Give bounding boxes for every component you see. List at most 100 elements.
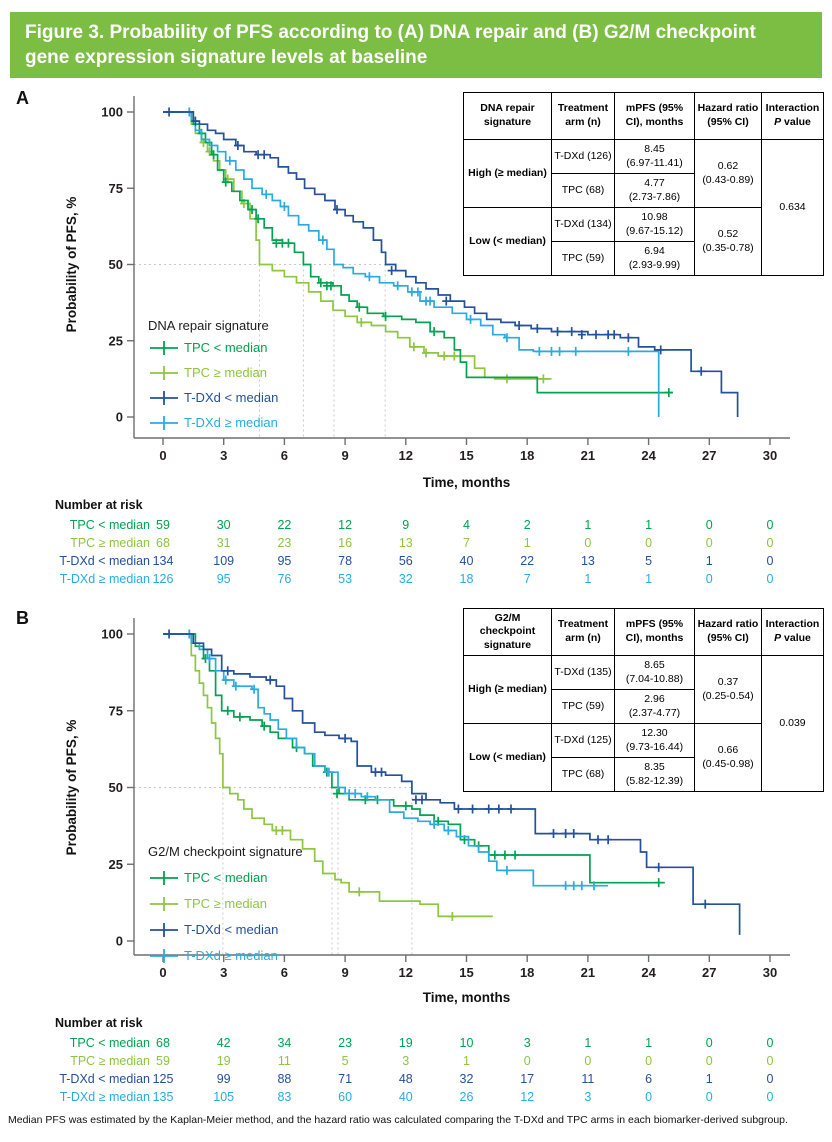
table-a-group-high: High (≥ median) — [463, 139, 552, 208]
figure-title-bar: Figure 3. Probability of PFS according t… — [10, 12, 822, 78]
legend-item-label: T-DXd ≥ median — [184, 948, 278, 963]
km-plot-a: 0 25 50 75 100 0 3 6 9 12 15 18 21 24 27 30 Time, months… — [64, 96, 790, 490]
risk-value: 1 — [645, 572, 653, 586]
risk-row-label: TPC < median — [69, 518, 150, 532]
x-tick-label: 27 — [702, 448, 716, 463]
risk-value: 109 — [213, 554, 235, 568]
km-curve-tpc_lt — [163, 111, 673, 394]
number-at-risk-b: Number at risk TPC < median 68 42 34 23 19 10 3 1… — [0, 1014, 832, 1106]
risk-value: 23 — [277, 536, 292, 550]
risk-value: 19 — [216, 1054, 231, 1068]
table-b-p-value: 0.039 — [761, 655, 824, 792]
risk-value: 0 — [766, 572, 774, 586]
x-tick-label: 6 — [281, 965, 288, 980]
risk-value: 1 — [584, 1036, 592, 1050]
risk-value: 13 — [580, 554, 595, 568]
risk-row-label: T-DXd < median — [59, 554, 150, 568]
table-b-signature-header: G2/M checkpoint signature — [463, 608, 552, 656]
x-tick-label: 30 — [763, 965, 777, 980]
risk-row-label: TPC ≥ median — [70, 536, 150, 550]
x-tick-label: 6 — [281, 448, 288, 463]
risk-value: 10 — [459, 1036, 474, 1050]
legend-item-label: TPC ≥ median — [184, 365, 267, 380]
risk-value: 0 — [705, 518, 713, 532]
risk-value: 60 — [338, 1090, 353, 1104]
legend-item-label: TPC ≥ median — [184, 896, 267, 911]
risk-row: T-DXd ≥ median 135 105 83 60 40 26 12 3 0 0 0 — [0, 1090, 832, 1106]
table-b-mpfs-header: mPFS (95% CI), months — [614, 608, 695, 656]
x-tick-label: 12 — [399, 965, 413, 980]
risk-value: 13 — [398, 536, 413, 550]
risk-value: 42 — [216, 1036, 231, 1050]
x-tick-label: 0 — [159, 965, 166, 980]
risk-value: 88 — [277, 1072, 292, 1086]
table-b-arm: T-DXd (135) — [551, 655, 615, 690]
table-a-group-low: Low (< median) — [463, 207, 552, 276]
km-curve-tpc_ge — [163, 633, 493, 918]
risk-value: 0 — [645, 536, 653, 550]
legend-item-label: T-DXd < median — [184, 922, 278, 937]
risk-value: 12 — [338, 518, 353, 532]
risk-value: 95 — [277, 554, 292, 568]
risk-value: 0 — [645, 1090, 653, 1104]
risk-value: 23 — [338, 1036, 353, 1050]
risk-value: 40 — [398, 1090, 413, 1104]
risk-row-label: T-DXd ≥ median — [59, 1090, 150, 1104]
y-tick-label: 50 — [109, 780, 123, 795]
risk-value: 1 — [705, 1072, 713, 1086]
x-tick-label: 30 — [763, 448, 777, 463]
risk-value: 0 — [766, 554, 774, 568]
table-a-p-value: 0.634 — [761, 139, 824, 276]
risk-value: 1 — [645, 518, 653, 532]
risk-row: T-DXd ≥ median 126 95 76 53 32 18 7 1 1 0 0 — [0, 572, 832, 588]
risk-value: 19 — [398, 1036, 413, 1050]
risk-value: 18 — [459, 572, 474, 586]
risk-value: 68 — [156, 1036, 170, 1050]
legend-item-label: TPC < median — [184, 870, 267, 885]
table-a-signature-header: DNA repair signature — [463, 92, 552, 140]
table-a-hr: 0.52 (0.35-0.78) — [694, 207, 762, 276]
x-tick-label: 9 — [341, 965, 348, 980]
number-at-risk-title: Number at risk — [55, 1016, 143, 1030]
risk-value: 5 — [645, 554, 653, 568]
risk-value: 32 — [459, 1072, 474, 1086]
risk-value: 16 — [338, 536, 353, 550]
risk-value: 6 — [645, 1072, 653, 1086]
x-tick-label: 15 — [459, 448, 473, 463]
risk-value: 126 — [152, 572, 174, 586]
legend-item-label: T-DXd ≥ median — [184, 415, 278, 430]
risk-value: 125 — [152, 1072, 174, 1086]
risk-row-label: TPC < median — [69, 1036, 150, 1050]
risk-value: 9 — [402, 518, 410, 532]
risk-value: 30 — [216, 518, 231, 532]
risk-value: 32 — [398, 572, 413, 586]
table-a-arm-header: Treatment arm (n) — [551, 92, 615, 140]
table-b-mpfs: 12.30 (9.73-16.44) — [614, 723, 695, 758]
x-tick-label: 3 — [220, 448, 227, 463]
figure-title-line1: Figure 3. Probability of PFS according t… — [25, 22, 756, 43]
legend-title: DNA repair signature — [148, 318, 269, 333]
risk-value: 76 — [277, 572, 292, 586]
risk-value: 1 — [523, 536, 531, 550]
km-plot-b: 0 25 50 75 100 0 3 6 9 12 15 18 21 24 27 30 Time, months… — [64, 618, 790, 1005]
table-b-mpfs: 8.35 (5.82-12.39) — [614, 757, 695, 792]
x-tick-label: 24 — [641, 965, 656, 980]
risk-value: 22 — [520, 554, 535, 568]
risk-value: 1 — [645, 1036, 653, 1050]
y-tick-label: 25 — [109, 857, 123, 872]
risk-value: 0 — [766, 518, 774, 532]
risk-value: 0 — [584, 1054, 592, 1068]
y-tick-label: 25 — [109, 333, 123, 348]
risk-value: 7 — [463, 536, 470, 550]
risk-value: 48 — [398, 1072, 413, 1086]
y-tick-label: 75 — [109, 703, 123, 718]
risk-value: 71 — [338, 1072, 353, 1086]
legend-item-label: T-DXd < median — [184, 390, 278, 405]
risk-value: 134 — [152, 554, 174, 568]
risk-value: 0 — [705, 1054, 713, 1068]
risk-row-label: T-DXd < median — [59, 1072, 150, 1086]
y-tick-label: 100 — [101, 627, 123, 642]
x-tick-label: 12 — [399, 448, 413, 463]
risk-value: 68 — [156, 536, 170, 550]
x-tick-label: 18 — [520, 448, 534, 463]
